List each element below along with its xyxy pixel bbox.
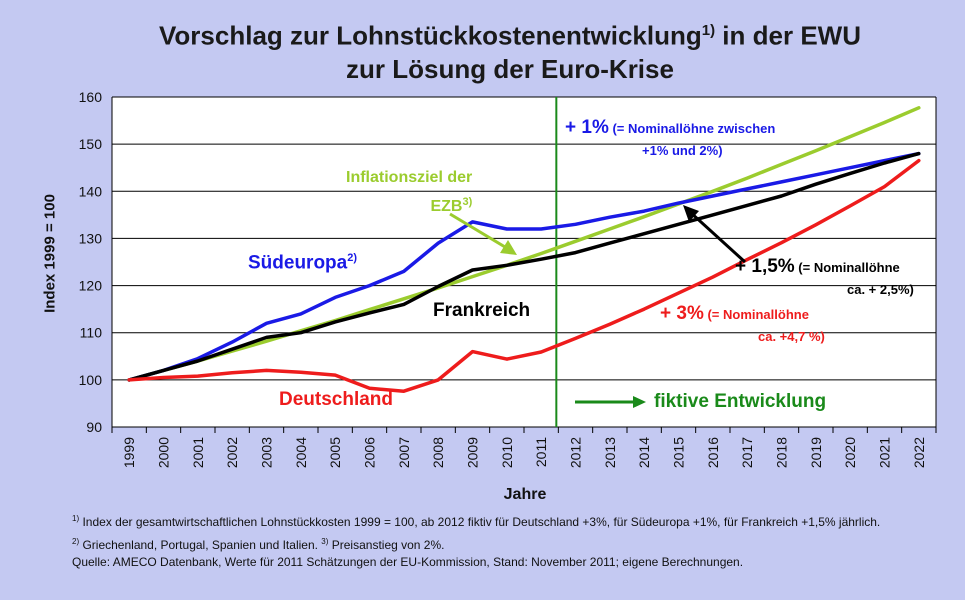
plus15-annotation: + 1,5% (= Nominallöhne ca. + 2,5%)	[735, 256, 914, 301]
gridlines	[111, 96, 937, 433]
x-tick-label: 2022	[911, 437, 927, 468]
x-tick-label: 2005	[327, 437, 343, 468]
y-tick-label: 110	[80, 325, 103, 341]
inflation-arrow-head	[500, 240, 517, 255]
y-tick-label: 100	[79, 372, 103, 388]
series-line-inflationsziel-der-ezb	[127, 106, 921, 382]
x-tick-label: 2021	[877, 437, 893, 468]
footnote-2-marker: 2)	[72, 537, 80, 546]
plus3-note-line2: ca. +4,7 %)	[758, 329, 825, 344]
fiktiv-label: fiktive Entwicklung	[654, 391, 827, 412]
title-line2: zur Lösung der Euro-Krise	[346, 53, 674, 84]
x-tick-label: 2000	[156, 437, 172, 468]
source-note: Quelle: AMECO Datenbank, Werte für 2011 …	[72, 555, 744, 569]
series-line-deutschland	[127, 158, 921, 393]
x-tick-label: 2015	[671, 437, 687, 468]
inflation-label: Inflationsziel der EZB3)	[346, 166, 472, 219]
plus3-annotation: + 3% (= Nominallöhne ca. +4,7 %)	[660, 303, 825, 348]
frankreich-arrow-head	[683, 205, 699, 222]
y-tick-label: 160	[79, 89, 103, 105]
deutschland-label: Deutschland	[279, 389, 394, 410]
x-tick-label: 2013	[602, 437, 618, 468]
plus3-note: (= Nominallöhne	[703, 307, 809, 322]
title-footnote-marker: 1)	[701, 22, 716, 39]
x-tick-label: 2009	[465, 437, 481, 468]
x-tick-label: 2006	[362, 437, 378, 468]
chart-title: Vorschlag zur Lohnstückkostenentwicklung…	[100, 14, 920, 86]
plus3-value: + 3%	[660, 303, 704, 324]
x-tick-label: 2008	[430, 437, 446, 468]
footnote-3-marker: 3)	[321, 537, 329, 546]
y-tick-labels: 90 100 110 120 130 140 150 160	[79, 89, 103, 435]
plus1-note-line2: +1% und 2%)	[642, 143, 723, 158]
x-tick-labels: 1999 2000 2001 2002 2003 2004 2005 2006 2007 2008…	[121, 437, 927, 468]
inflation-label-line1: Inflationsziel der	[346, 169, 473, 186]
frankreich-label: Frankreich	[433, 300, 531, 321]
inflation-arrow-line	[449, 212, 511, 252]
inflation-footnote-marker: 3)	[462, 196, 473, 208]
series-line-s-deuropa	[127, 151, 921, 382]
series-lines	[127, 106, 921, 393]
x-tick-label: 2017	[739, 437, 755, 468]
x-tick-label: 2004	[293, 437, 309, 468]
series-line-frankreich	[127, 151, 921, 382]
x-tick-label: 2010	[499, 437, 515, 468]
plus1-note: (= Nominallöhne zwischen	[608, 121, 776, 136]
x-tick-label: 2016	[705, 437, 721, 468]
footnote-2-text: Griechenland, Portugal, Spanien und Ital…	[79, 538, 322, 552]
x-tick-label: 2020	[842, 437, 858, 468]
footnote-1-text: Index der gesamtwirtschaftlichen Lohnstü…	[79, 515, 881, 529]
inflation-label-line2: EZB	[430, 198, 463, 216]
suedeuropa-footnote-marker: 2)	[347, 252, 358, 264]
annotation-arrows	[449, 205, 747, 408]
x-tick-label: 2011	[533, 437, 549, 467]
fiktiv-arrow-head	[633, 396, 646, 408]
frankreich-arrow-line	[688, 210, 747, 264]
suedeuropa-label: Südeuropa2)	[248, 252, 357, 274]
x-tick-label: 2018	[774, 437, 790, 468]
x-tick-label: 2019	[808, 437, 824, 468]
y-tick-label: 140	[79, 183, 103, 199]
plus1-annotation: + 1% (= Nominallöhne zwischen +1% und 2%…	[565, 117, 775, 162]
x-axis-label: Jahre	[503, 486, 547, 503]
x-tick-label: 2007	[396, 437, 412, 468]
y-tick-label: 120	[79, 278, 103, 294]
plus15-note: (= Nominallöhne	[794, 260, 900, 275]
plus15-value: + 1,5%	[735, 256, 795, 277]
suedeuropa-label-text: Südeuropa	[248, 252, 348, 274]
y-tick-label: 150	[79, 136, 103, 152]
x-tick-label: 2001	[190, 437, 206, 468]
y-axis-label: Index 1999 = 100	[41, 194, 59, 313]
footnote-2: 2) Griechenland, Portugal, Spanien und I…	[72, 533, 952, 554]
x-tick-label: 2012	[568, 437, 584, 468]
footnotes: 1) Index der gesamtwirtschaftlichen Lohn…	[72, 510, 952, 571]
title-line1-end: in der EWU	[715, 20, 861, 51]
plus1-value: + 1%	[565, 117, 609, 138]
y-tick-label: 90	[86, 419, 102, 435]
x-tick-label: 2014	[636, 437, 652, 468]
plus15-note-line2: ca. + 2,5%)	[847, 282, 914, 297]
y-tick-label: 130	[79, 230, 103, 246]
footnote-1-marker: 1)	[72, 514, 80, 523]
footnote-1: 1) Index der gesamtwirtschaftlichen Lohn…	[72, 510, 952, 531]
x-tick-label: 2002	[224, 437, 240, 468]
footnote-3-text: Preisanstieg von 2%.	[328, 538, 445, 552]
x-tick-label: 2003	[259, 437, 275, 468]
x-tick-label: 1999	[121, 437, 137, 468]
title-line1: Vorschlag zur Lohnstückkostenentwicklung	[159, 20, 702, 51]
